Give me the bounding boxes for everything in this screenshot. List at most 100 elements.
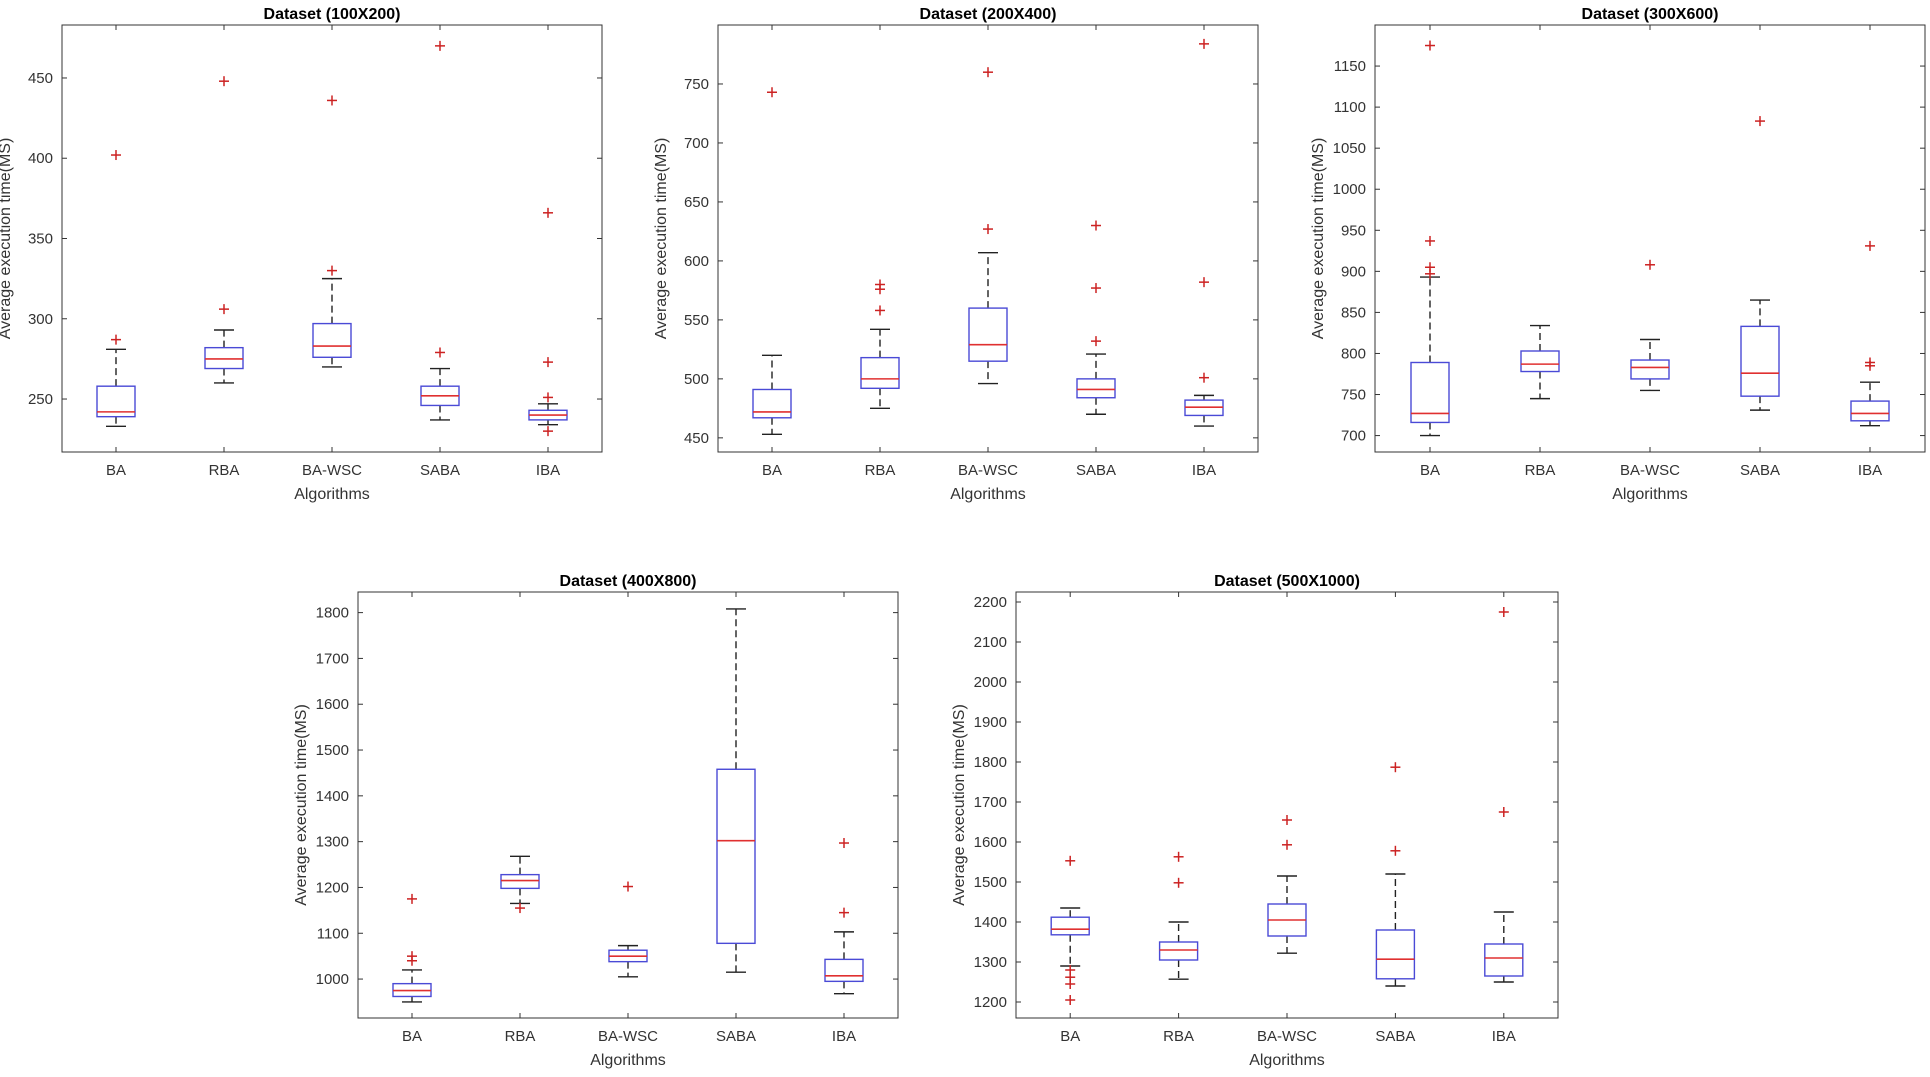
- x-tick-label: IBA: [832, 1028, 856, 1045]
- x-tick-label: IBA: [536, 462, 560, 479]
- outlier-marker: [1065, 965, 1076, 975]
- outlier-marker: [1865, 240, 1875, 251]
- y-tick-label: 450: [684, 430, 709, 447]
- box-saba: [716, 608, 756, 973]
- box-iqr: [1484, 943, 1524, 977]
- y-tick-label: 1800: [316, 605, 349, 622]
- x-tick-label: IBA: [1858, 462, 1882, 479]
- box-iqr: [1630, 359, 1670, 380]
- outlier-marker: [1065, 855, 1076, 866]
- y-tick-label: 1400: [974, 914, 1007, 931]
- x-tick-label: BA-WSC: [598, 1028, 658, 1045]
- outlier-marker: [543, 426, 553, 437]
- y-tick-label: 1700: [316, 650, 349, 667]
- y-tick-label: 1300: [316, 834, 349, 851]
- outlier-marker: [435, 347, 445, 358]
- y-tick-label: 1900: [974, 714, 1007, 731]
- box-iqr: [1740, 325, 1780, 397]
- y-tick-label: 700: [684, 135, 709, 152]
- x-tick-label: BA: [1060, 1028, 1080, 1045]
- y-tick-label: 1000: [316, 971, 349, 988]
- outlier-marker: [435, 40, 445, 51]
- outlier-marker: [1091, 336, 1101, 347]
- y-tick-label: 1050: [1333, 140, 1366, 157]
- x-tick-label: RBA: [209, 462, 240, 479]
- box-ba: [1410, 40, 1450, 437]
- outlier-marker: [219, 304, 229, 315]
- y-axis-label: Average execution time(MS): [293, 704, 310, 906]
- plot-frame: [1374, 24, 1926, 453]
- box-ba: [392, 893, 432, 1003]
- box-iqr: [716, 768, 756, 945]
- y-tick-label: 1800: [974, 754, 1007, 771]
- chart-title: Dataset (100X200): [264, 6, 401, 23]
- y-tick-label: 250: [28, 391, 53, 408]
- box-iba: [824, 838, 864, 995]
- y-tick-label: 400: [28, 150, 53, 167]
- box-iba: [1184, 38, 1224, 427]
- x-tick-label: BA: [106, 462, 126, 479]
- box-ba: [752, 87, 792, 436]
- y-tick-label: 950: [1341, 222, 1366, 239]
- outlier-marker: [1173, 851, 1184, 862]
- y-tick-label: 900: [1341, 263, 1366, 280]
- y-tick-label: 1200: [974, 994, 1007, 1011]
- outlier-marker: [1645, 259, 1655, 270]
- box-ba-wsc: [1267, 815, 1307, 954]
- y-tick-label: 450: [28, 70, 53, 87]
- box-saba: [420, 40, 460, 421]
- outlier-marker: [623, 881, 633, 892]
- outlier-marker: [111, 150, 121, 161]
- outlier-marker: [1199, 277, 1209, 288]
- outlier-marker: [1425, 40, 1435, 51]
- x-tick-label: SABA: [1740, 462, 1780, 479]
- plot-frame: [1015, 591, 1559, 1019]
- outlier-marker: [1498, 807, 1509, 817]
- box-saba: [1076, 220, 1116, 415]
- box-ba-wsc: [608, 881, 648, 978]
- outlier-marker: [1425, 262, 1435, 273]
- x-tick-label: BA: [1420, 462, 1440, 479]
- y-tick-label: 1100: [1334, 99, 1366, 116]
- x-axis-label: Algorithms: [950, 486, 1026, 503]
- x-tick-label: BA: [762, 462, 782, 479]
- chart-panel-5: Dataset (500X1000) 1200 1300 1400 1500 1600 17…: [951, 573, 1559, 1069]
- y-axis-label: Average execution time(MS): [1310, 138, 1327, 340]
- box-iqr: [204, 346, 244, 370]
- outlier-marker: [543, 207, 553, 218]
- box-iba: [1850, 240, 1890, 427]
- x-tick-label: RBA: [505, 1028, 536, 1045]
- outlier-marker: [1425, 235, 1435, 246]
- box-iqr: [1050, 916, 1090, 936]
- box-iqr: [968, 307, 1008, 362]
- y-tick-label: 1100: [317, 925, 349, 942]
- y-axis-label: Average execution time(MS): [951, 704, 968, 906]
- x-tick-label: IBA: [1492, 1028, 1516, 1045]
- y-tick-label: 600: [684, 253, 709, 270]
- box-ba-wsc: [1630, 259, 1670, 392]
- y-tick-label: 800: [1341, 345, 1366, 362]
- box-iba: [1484, 607, 1524, 983]
- chart-panel-4: Dataset (400X800) 1000 1100 1200 1300 1400 150…: [293, 573, 899, 1069]
- chart-title: Dataset (300X600): [1582, 6, 1719, 23]
- box-saba: [1375, 762, 1416, 987]
- x-tick-label: RBA: [1163, 1028, 1194, 1045]
- outlier-marker: [327, 265, 337, 276]
- y-tick-label: 1700: [974, 794, 1007, 811]
- chart-panel-1: Dataset (100X200) 250 300 350 400 450 Average …: [0, 6, 603, 503]
- outlier-marker: [839, 838, 849, 849]
- x-axis-label: Algorithms: [294, 486, 370, 503]
- outlier-marker: [327, 95, 337, 106]
- outlier-marker: [875, 305, 885, 316]
- y-tick-label: 350: [28, 231, 53, 248]
- x-tick-label: BA-WSC: [302, 462, 362, 479]
- y-tick-label: 850: [1341, 304, 1366, 321]
- x-tick-label: SABA: [716, 1028, 756, 1045]
- x-tick-label: SABA: [420, 462, 460, 479]
- y-tick-label: 500: [684, 371, 709, 388]
- chart-title: Dataset (500X1000): [1214, 573, 1360, 590]
- x-tick-label: SABA: [1076, 462, 1116, 479]
- y-tick-label: 2000: [974, 674, 1007, 691]
- x-axis-label: Algorithms: [1249, 1052, 1325, 1069]
- box-ba: [1050, 855, 1090, 1005]
